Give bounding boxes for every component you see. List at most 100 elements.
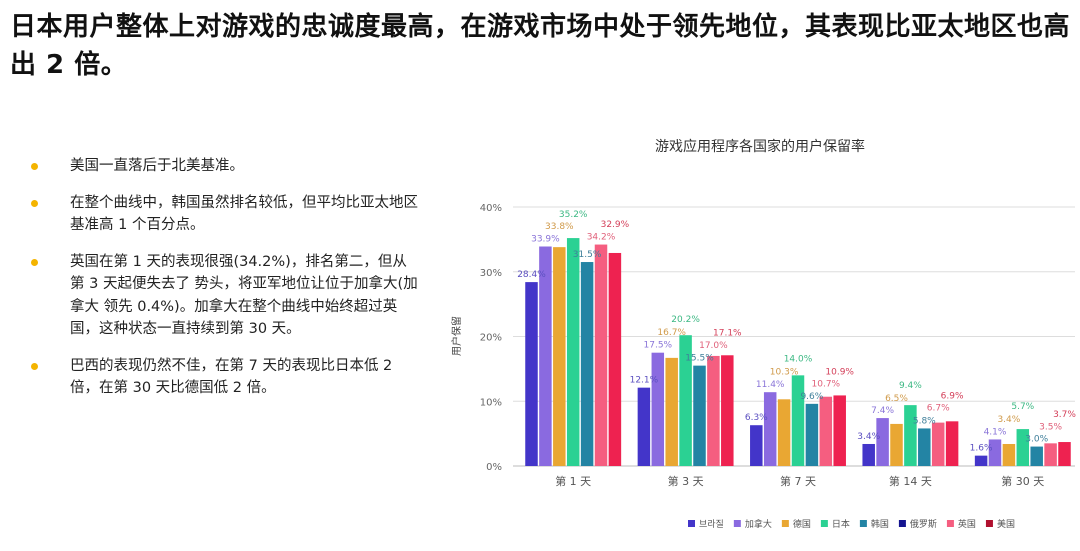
bar-브라질 (525, 282, 538, 466)
legend-swatch-icon (781, 520, 789, 527)
legend-swatch-icon (820, 520, 828, 527)
bar-韩国 (805, 403, 819, 466)
bar-加拿大 (876, 418, 889, 466)
bullet-dot-icon (31, 163, 38, 170)
bar-日本 (791, 375, 805, 466)
bar-美国 (1058, 442, 1071, 466)
bar-英国 (1044, 443, 1057, 466)
bullet-text: 英国在第 1 天的表现很强(34.2%)，排名第二，但从第 3 天起便失去了 势… (70, 253, 418, 338)
bar-美国 (721, 355, 734, 466)
bar-韩国 (918, 428, 931, 466)
bar-美国 (608, 252, 622, 466)
data-label: 32.9% (601, 220, 630, 230)
bar-加拿大 (988, 439, 1002, 466)
data-label: 15.5% (685, 354, 714, 364)
bullet-dot-icon (31, 258, 38, 266)
legend-label: 日本 (832, 518, 850, 530)
data-label: 3.4% (857, 432, 880, 442)
data-label: 14.0% (784, 354, 813, 364)
bar-英国 (707, 355, 720, 466)
bar-韩国 (1030, 446, 1043, 466)
y-axis-label: 用户保留 (450, 316, 463, 356)
data-label: 6.3% (745, 413, 768, 423)
x-tick-label: 第 3 天 (668, 474, 704, 488)
data-label: 35.2% (559, 210, 588, 220)
data-label: 3.7% (1053, 410, 1076, 420)
bar-日本 (566, 238, 580, 466)
bar-英国 (931, 422, 945, 466)
y-tick-label: 10% (480, 397, 502, 408)
data-label: 12.1% (630, 376, 659, 386)
bar-英国 (594, 244, 608, 466)
bullet-text: 美国一直落后于北美基准。 (70, 158, 244, 174)
data-label: 5.8% (913, 416, 936, 426)
data-label: 5.7% (1011, 402, 1034, 412)
bar-브라질 (750, 425, 763, 466)
x-tick-label: 第 30 天 (1001, 474, 1044, 488)
x-tick-label: 第 1 天 (555, 474, 591, 488)
bullet-text: 巴西的表现仍然不佳，在第 7 天的表现比日本低 2 倍，在第 30 天比德国低 … (70, 357, 393, 397)
bar-加拿大 (651, 352, 665, 466)
bar-美国 (833, 395, 846, 466)
legend-label: 韩国 (871, 518, 889, 530)
legend-swatch-icon (898, 520, 906, 527)
bullet-list: 美国一直落后于北美基准。 在整个曲线中，韩国虽然排名较低，但平均比亚太地区基准高… (28, 155, 418, 414)
data-label: 17.1% (713, 328, 742, 338)
bar-加拿大 (539, 246, 552, 466)
data-label: 17.0% (699, 341, 728, 351)
data-label: 3.4% (997, 415, 1020, 425)
data-label: 17.5% (644, 341, 673, 351)
legend-label: 英国 (958, 518, 976, 530)
data-label: 4.1% (984, 427, 1007, 437)
data-label: 1.6% (970, 444, 993, 454)
y-tick-label: 0% (486, 462, 502, 473)
bar-韩国 (580, 262, 594, 466)
bar-英国 (819, 396, 833, 466)
data-label: 9.4% (899, 381, 922, 391)
bar-브라질 (974, 455, 988, 466)
bullet-dot-icon (31, 362, 38, 370)
bar-美国 (945, 421, 959, 466)
data-label: 7.4% (871, 406, 894, 416)
legend-label: 브라질 (699, 518, 724, 530)
x-tick-label: 第 14 天 (889, 474, 932, 488)
data-label: 16.7% (657, 328, 686, 338)
legend-swatch-icon (985, 520, 993, 527)
data-label: 11.4% (756, 380, 785, 390)
legend-swatch-icon (946, 520, 954, 527)
y-tick-label: 40% (480, 203, 502, 214)
bullet-dot-icon (31, 199, 38, 207)
legend-swatch-icon (733, 520, 741, 527)
bar-德国 (890, 423, 903, 466)
data-label: 6.9% (941, 391, 964, 401)
data-label: 20.2% (671, 315, 700, 325)
bullet-item: 巴西的表现仍然不佳，在第 7 天的表现比日本低 2 倍，在第 30 天比德国低 … (28, 355, 418, 400)
data-label: 3.5% (1039, 422, 1062, 432)
data-label: 6.7% (927, 404, 950, 414)
slide-title: 日本用户整体上对游戏的忠诚度最高，在游戏市场中处于领先地位，其表现比亚太地区也高… (10, 12, 1071, 80)
bullet-item: 英国在第 1 天的表现很强(34.2%)，排名第二，但从第 3 天起便失去了 势… (28, 251, 418, 341)
legend-label: 加拿大 (745, 518, 772, 530)
bar-德国 (553, 247, 566, 466)
bar-德国 (777, 399, 791, 466)
y-tick-label: 20% (480, 333, 502, 344)
bullet-item: 美国一直落后于北美基准。 (28, 155, 418, 178)
data-label: 3.0% (1025, 435, 1048, 445)
data-label: 34.2% (587, 233, 616, 243)
chart-title: 游戏应用程序各国家的用户保留率 (655, 139, 865, 155)
legend-swatch-icon (688, 520, 695, 527)
legend-label: 德国 (793, 518, 811, 530)
data-label: 10.7% (812, 380, 841, 390)
bar-德国 (1002, 443, 1016, 466)
data-label: 28.4% (517, 270, 546, 280)
data-label: 33.8% (545, 222, 574, 232)
bar-韩国 (693, 365, 706, 466)
data-label: 33.9% (531, 234, 560, 244)
data-label: 10.9% (825, 367, 854, 377)
bar-日本 (904, 405, 917, 466)
bar-日本 (1016, 429, 1030, 466)
bar-德国 (665, 357, 678, 466)
bar-브라질 (862, 443, 875, 466)
data-label: 31.5% (573, 250, 602, 260)
